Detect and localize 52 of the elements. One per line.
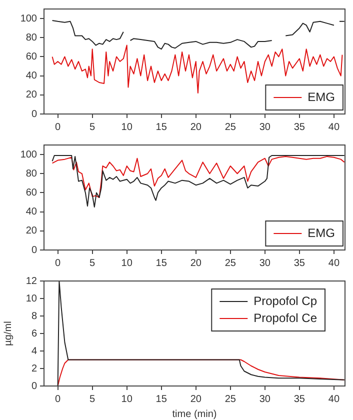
legend-label: EMG: [308, 90, 336, 104]
x-tick-label: 40: [328, 258, 340, 269]
x-tick-label: 20: [190, 394, 202, 405]
x-axis-title: time (min): [172, 408, 217, 420]
x-tick-label: 25: [224, 258, 236, 269]
x-tick-label: 15: [156, 394, 168, 405]
y-tick-label: 0: [31, 244, 38, 256]
y-tick-label: 100: [20, 149, 38, 160]
x-tick-label: 0: [55, 258, 62, 269]
y-axis-title: µg/ml: [2, 321, 14, 346]
x-tick-label: 0: [55, 122, 62, 133]
y-tick-label: 80: [26, 168, 38, 180]
x-tick-label: 15: [156, 122, 168, 133]
y-tick-label: 6: [31, 328, 38, 340]
x-tick-label: 5: [90, 394, 96, 405]
y-tick-label: 80: [26, 32, 38, 44]
x-tick-label: 30: [259, 122, 271, 133]
y-tick-label: 60: [26, 51, 38, 62]
y-tick-label: 12: [26, 276, 38, 287]
x-tick-label: 20: [190, 122, 202, 133]
x-tick-label: 20: [190, 258, 202, 269]
y-tick-label: 20: [26, 226, 38, 237]
y-tick-label: 40: [26, 70, 38, 82]
y-tick-label: 100: [20, 13, 38, 24]
x-tick-label: 0: [55, 394, 62, 405]
y-tick-label: 0: [31, 380, 38, 392]
x-tick-label: 10: [121, 258, 133, 269]
x-tick-label: 25: [224, 122, 236, 133]
legend-label: Propofol Ce: [254, 310, 318, 325]
y-tick-label: 10: [26, 293, 38, 304]
legend-label: Propofol Cp: [254, 294, 318, 308]
x-tick-label: 40: [328, 394, 340, 405]
legend-label: EMG: [308, 226, 336, 240]
x-tick-label: 5: [90, 258, 96, 269]
y-tick-label: 60: [26, 187, 38, 198]
x-tick-label: 30: [259, 258, 271, 269]
y-tick-label: 0: [31, 108, 38, 120]
x-tick-label: 35: [294, 258, 306, 269]
y-tick-label: 8: [31, 310, 38, 322]
x-tick-label: 25: [224, 394, 236, 405]
x-tick-label: 15: [156, 258, 168, 269]
x-tick-label: 10: [121, 122, 133, 133]
x-tick-label: 10: [121, 394, 133, 405]
y-tick-label: 20: [26, 90, 38, 101]
x-tick-label: 40: [328, 122, 340, 133]
x-tick-label: 5: [90, 122, 96, 133]
y-tick-label: 40: [26, 206, 38, 218]
x-tick-label: 35: [294, 394, 306, 405]
x-tick-label: 35: [294, 122, 306, 133]
y-tick-label: 2: [31, 363, 38, 374]
x-tick-label: 30: [259, 394, 271, 405]
y-tick-label: 4: [31, 346, 38, 357]
